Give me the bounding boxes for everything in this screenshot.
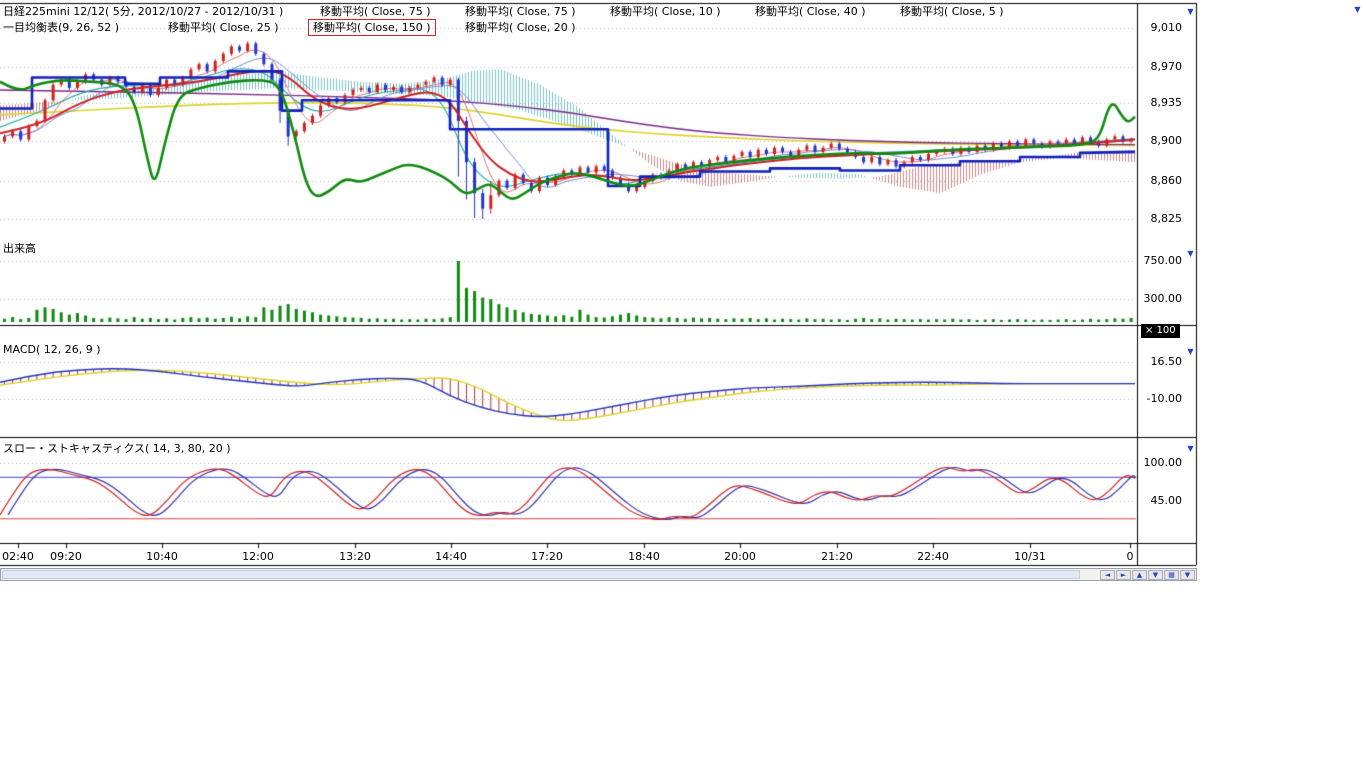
scrollbar-grid-button[interactable]: ▦ (1164, 570, 1179, 580)
stoch-axis-label: 45.00 (1138, 494, 1182, 507)
time-axis-label: 14:40 (435, 550, 467, 563)
scrollbar-down-button[interactable]: ▼ (1148, 570, 1163, 580)
price-axis-label: 9,010 (1138, 21, 1182, 34)
time-axis-label: 20:00 (724, 550, 756, 563)
ma-150-selected-box[interactable]: 移動平均( Close, 150 ) (308, 19, 436, 36)
volume-multiplier-badge: × 100 (1141, 324, 1180, 338)
chart-plot-canvas[interactable] (0, 0, 1366, 768)
volume-panel-label: 出来高 (3, 242, 36, 256)
ma-75-label-2[interactable]: 移動平均( Close, 75 ) (465, 5, 576, 19)
time-axis-label: 09:20 (50, 550, 82, 563)
time-axis-label: 10:40 (146, 550, 178, 563)
chart-title: 日経225mini 12/12( 5分, 2012/10/27 - 2012/1… (3, 5, 283, 19)
volume-axis-label: 300.00 (1138, 292, 1182, 305)
scrollbar-thumb[interactable] (2, 570, 1080, 579)
ichimoku-label[interactable]: 一目均衡表(9, 26, 52 ) (3, 21, 119, 35)
price-axis-label: 8,970 (1138, 60, 1182, 73)
panel-scroll-arrow-button[interactable]: ▼ (1184, 248, 1197, 259)
ma-10-label[interactable]: 移動平均( Close, 10 ) (610, 5, 721, 19)
stochastics-panel-label: スロー・ストキャスティクス( 14, 3, 80, 20 ) (3, 442, 231, 456)
scrollbar-up-button[interactable]: ▲ (1132, 570, 1147, 580)
ma-25-label[interactable]: 移動平均( Close, 25 ) (168, 21, 279, 35)
horizontal-scrollbar[interactable]: ◄►▲▼▦▼ (0, 568, 1197, 581)
volume-axis-label: 750.00 (1138, 254, 1182, 267)
macd-panel-label: MACD( 12, 26, 9 ) (3, 343, 101, 357)
scrollbar-button-cluster: ◄►▲▼▦▼ (1100, 569, 1195, 580)
time-axis-label: 12:00 (242, 550, 274, 563)
macd-axis-label: 16.50 (1138, 355, 1182, 368)
price-axis-label: 8,935 (1138, 96, 1182, 109)
time-axis-label: 22:40 (917, 550, 949, 563)
time-axis-label: 18:40 (628, 550, 660, 563)
ma-20-label[interactable]: 移動平均( Close, 20 ) (465, 21, 576, 35)
ma-75-label-1[interactable]: 移動平均( Close, 75 ) (320, 5, 431, 19)
time-axis-label: 17:20 (531, 550, 563, 563)
time-axis-label: 10/31 (1014, 550, 1046, 563)
chart-window: 日経225mini 12/12( 5分, 2012/10/27 - 2012/1… (0, 0, 1366, 768)
window-corner-arrow-icon[interactable]: ▼ (1351, 4, 1364, 15)
price-axis-label: 8,900 (1138, 134, 1182, 147)
scrollbar-corner-button[interactable]: ▼ (1180, 570, 1195, 580)
price-axis-label: 8,860 (1138, 174, 1182, 187)
time-axis-label: 21:20 (821, 550, 853, 563)
panel-scroll-arrow-button[interactable]: ▼ (1184, 443, 1197, 454)
time-axis-label: 13:20 (339, 550, 371, 563)
ma-150-label: 移動平均( Close, 150 ) (313, 21, 431, 34)
ma-5-label[interactable]: 移動平均( Close, 5 ) (900, 5, 1004, 19)
macd-axis-label: -10.00 (1138, 392, 1182, 405)
panel-scroll-arrow-button[interactable]: ▼ (1184, 346, 1197, 357)
time-axis-label: 0 (1127, 550, 1134, 563)
panel-scroll-arrow-button[interactable]: ▼ (1184, 6, 1197, 17)
price-axis-label: 8,825 (1138, 212, 1182, 225)
stoch-axis-label: 100.00 (1138, 456, 1182, 469)
scrollbar-left-button[interactable]: ◄ (1100, 570, 1115, 580)
ma-40-label[interactable]: 移動平均( Close, 40 ) (755, 5, 866, 19)
scrollbar-right-button[interactable]: ► (1116, 570, 1131, 580)
time-axis-label: 02:40 (2, 550, 34, 563)
